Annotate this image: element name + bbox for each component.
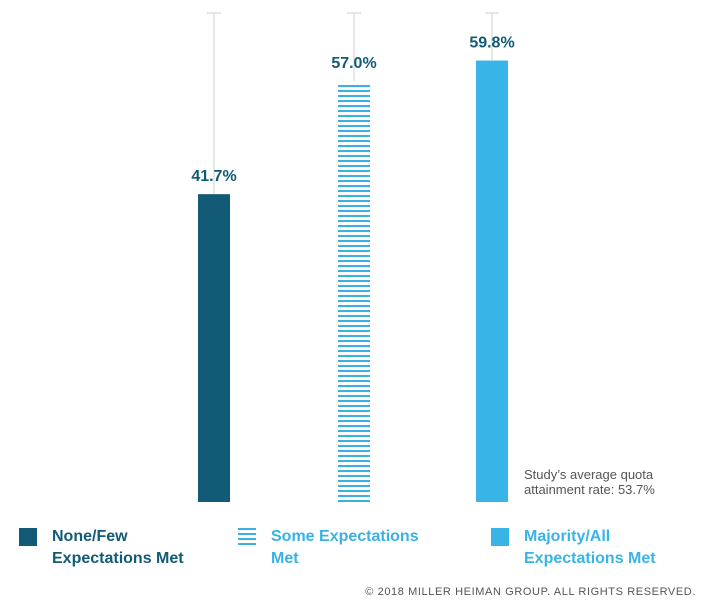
bar-majority-all bbox=[476, 60, 508, 503]
legend-swatch-none-few bbox=[19, 528, 37, 546]
legend-label-none-few: None/Few Expectations Met bbox=[52, 528, 184, 567]
legend-item-none-few: None/Few Expectations Met bbox=[19, 526, 184, 570]
legend-item-majority-all: Majority/All Expectations Met bbox=[491, 526, 656, 570]
legend-label-some: Some Expectations Met bbox=[271, 528, 419, 567]
bar-chart: 41.7% 57.0% 59.8% bbox=[191, 12, 515, 503]
legend-item-some: Some Expectations Met bbox=[238, 526, 419, 570]
value-label-some: 57.0% bbox=[331, 55, 376, 72]
bar-none-few bbox=[198, 194, 230, 502]
average-quota-note: Study’s average quota attainment rate: 5… bbox=[524, 467, 655, 497]
legend-swatch-majority-all bbox=[491, 528, 509, 546]
value-label-none-few: 41.7% bbox=[191, 168, 236, 185]
bar-some bbox=[338, 85, 370, 502]
value-label-majority-all: 59.8% bbox=[469, 35, 514, 52]
legend-swatch-some bbox=[238, 528, 256, 545]
copyright-notice: © 2018 MILLER HEIMAN GROUP. ALL RIGHTS R… bbox=[365, 586, 696, 598]
legend-label-majority-all: Majority/All Expectations Met bbox=[524, 528, 656, 567]
